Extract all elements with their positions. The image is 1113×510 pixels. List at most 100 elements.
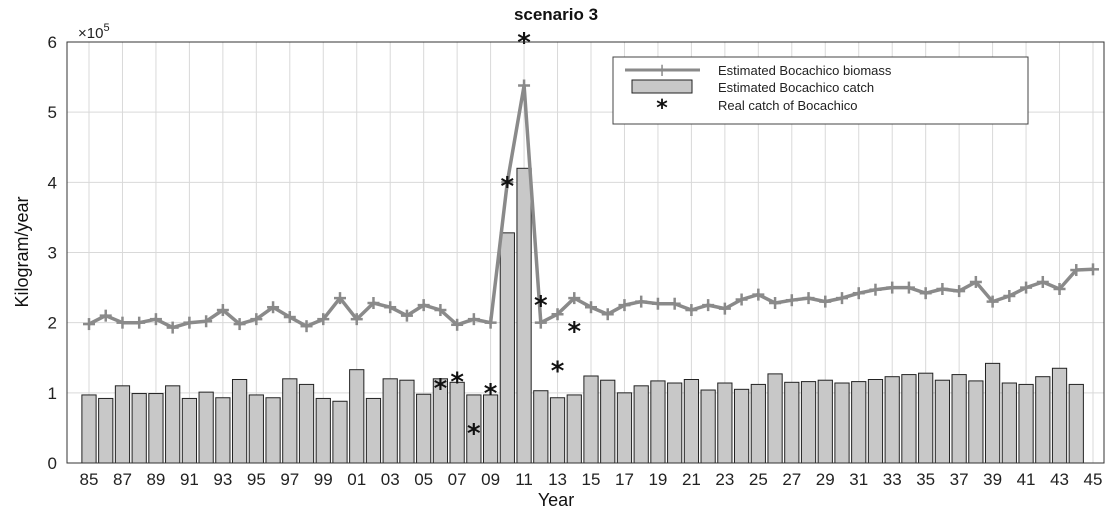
y-tick-label: 0 bbox=[48, 454, 57, 473]
x-tick-label: 43 bbox=[1050, 470, 1069, 489]
biomass-marker bbox=[752, 288, 765, 301]
biomass-marker bbox=[651, 297, 664, 310]
real-catch-points: * ******** bbox=[434, 28, 582, 449]
catch-bar bbox=[784, 381, 800, 464]
x-tick-label: 13 bbox=[548, 470, 567, 489]
x-tick-label: 87 bbox=[113, 470, 132, 489]
catch-bar bbox=[583, 375, 599, 464]
x-tick-label: 45 bbox=[1084, 470, 1103, 489]
biomass-marker bbox=[1070, 264, 1083, 277]
catch-bar bbox=[81, 394, 97, 464]
catch-bar bbox=[1035, 376, 1051, 464]
x-tick-label: 35 bbox=[916, 470, 935, 489]
biomass-marker bbox=[601, 308, 614, 321]
catch-bar bbox=[733, 388, 750, 464]
biomass-marker bbox=[1087, 263, 1099, 276]
x-tick-label: 15 bbox=[582, 470, 601, 489]
catch-bar bbox=[315, 397, 331, 464]
biomass-marker bbox=[969, 275, 982, 288]
x-tick-label: 25 bbox=[749, 470, 768, 489]
biomass-marker bbox=[267, 301, 280, 314]
biomass-marker bbox=[501, 176, 514, 189]
biomass-marker bbox=[518, 79, 531, 92]
real-catch-point: * bbox=[450, 368, 464, 398]
x-tick-label: 17 bbox=[615, 470, 634, 489]
catch-bar bbox=[1051, 367, 1068, 464]
x-tick-label: 41 bbox=[1017, 470, 1036, 489]
catch-bar bbox=[901, 374, 917, 464]
catch-bar bbox=[332, 400, 348, 464]
catch-bar bbox=[884, 376, 900, 464]
biomass-marker bbox=[283, 311, 296, 324]
catch-bar bbox=[98, 397, 114, 464]
catch-bar bbox=[349, 369, 365, 464]
biomass-marker bbox=[769, 297, 782, 310]
biomass-marker bbox=[99, 309, 112, 322]
biomass-marker bbox=[785, 294, 798, 307]
x-tick-label: 19 bbox=[648, 470, 667, 489]
real-catch-point: * bbox=[434, 374, 448, 404]
catch-bar bbox=[934, 379, 951, 464]
catch-bar bbox=[298, 383, 315, 464]
biomass-marker bbox=[852, 287, 865, 300]
biomass-marker bbox=[200, 315, 213, 328]
catch-bar bbox=[1001, 382, 1017, 464]
biomass-marker bbox=[618, 299, 631, 312]
biomass-marker bbox=[250, 313, 263, 326]
catch-bar bbox=[750, 383, 766, 464]
biomass-marker bbox=[384, 301, 397, 314]
catch-bar bbox=[231, 379, 248, 464]
biomass-marker bbox=[350, 313, 363, 326]
x-tick-label: 11 bbox=[515, 470, 533, 489]
biomass-marker bbox=[233, 318, 246, 331]
biomass-marker bbox=[116, 316, 129, 329]
catch-bar bbox=[215, 397, 231, 464]
legend-label-catch: Estimated Bocachico catch bbox=[718, 80, 874, 95]
catch-bar bbox=[382, 378, 398, 464]
biomass-marker bbox=[936, 282, 949, 295]
x-tick-label: 23 bbox=[715, 470, 734, 489]
catch-bars bbox=[81, 167, 1084, 464]
biomass-marker bbox=[668, 297, 681, 310]
biomass-marker bbox=[334, 292, 346, 305]
catch-bar bbox=[1068, 383, 1084, 464]
catch-bar bbox=[817, 379, 833, 464]
biomass-marker bbox=[367, 297, 380, 310]
x-tick-label: 09 bbox=[481, 470, 500, 489]
biomass-marker bbox=[300, 320, 313, 333]
biomass-marker bbox=[83, 318, 95, 331]
x-tick-label: 93 bbox=[213, 470, 232, 489]
chart-title: scenario 3 bbox=[514, 5, 598, 24]
biomass-marker bbox=[1036, 275, 1049, 288]
biomass-marker bbox=[953, 285, 966, 298]
biomass-line-group bbox=[83, 79, 1099, 334]
y-axis-label: Kilogram/year bbox=[12, 196, 32, 307]
biomass-marker bbox=[451, 318, 464, 331]
legend-label-biomass: Estimated Bocachico biomass bbox=[718, 63, 892, 78]
biomass-marker bbox=[183, 316, 196, 329]
catch-bar bbox=[549, 397, 566, 464]
x-tick-label: 31 bbox=[849, 470, 868, 489]
y-tick-label: 1 bbox=[48, 384, 57, 403]
catch-bar bbox=[282, 378, 298, 464]
biomass-marker bbox=[400, 309, 413, 322]
x-tick-label: 85 bbox=[80, 470, 99, 489]
catch-bar bbox=[131, 393, 147, 464]
x-tick-label: 99 bbox=[314, 470, 333, 489]
real-catch-point: * bbox=[501, 172, 515, 202]
biomass-marker bbox=[133, 316, 146, 329]
catch-bar bbox=[148, 393, 164, 464]
catch-bar bbox=[984, 362, 1001, 464]
biomass-marker bbox=[534, 316, 547, 329]
catch-bar bbox=[566, 394, 582, 464]
biomass-marker bbox=[735, 293, 748, 306]
catch-bar bbox=[198, 391, 214, 464]
biomass-marker bbox=[484, 316, 497, 329]
biomass-marker bbox=[902, 281, 915, 294]
biomass-marker bbox=[1003, 290, 1016, 303]
x-tick-label: 89 bbox=[146, 470, 165, 489]
catch-bar bbox=[700, 389, 716, 464]
x-tick-label: 33 bbox=[883, 470, 902, 489]
y-multiplier: ×105 bbox=[78, 22, 110, 42]
